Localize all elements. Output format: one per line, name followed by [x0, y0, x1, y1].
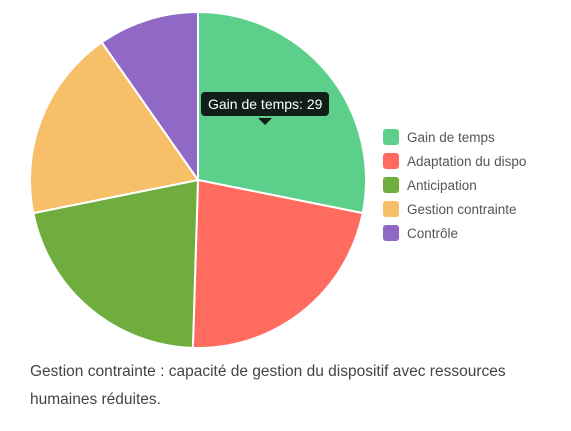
pie-slice-adaptation-du-dispo[interactable]: [191, 178, 364, 349]
legend-item-anticipation[interactable]: Anticipation: [383, 173, 526, 197]
legend-swatch: [383, 201, 399, 217]
legend-swatch: [383, 177, 399, 193]
legend-item-controle[interactable]: Contrôle: [383, 221, 526, 245]
chart-caption: Gestion contrainte : capacité de gestion…: [30, 363, 506, 408]
tooltip-arrow: [258, 118, 272, 125]
legend-item-gain-de-temps[interactable]: Gain de temps: [383, 125, 526, 149]
legend-label: Adaptation du dispo: [407, 153, 527, 169]
legend-label: Gain de temps: [407, 129, 495, 145]
pie-chart: [29, 10, 367, 349]
legend-label: Gestion contrainte: [407, 201, 517, 217]
legend: Gain de temps Adaptation du dispo Antici…: [383, 125, 526, 245]
tooltip: Gain de temps: 29: [201, 92, 330, 116]
legend-item-adaptation-du-dispo[interactable]: Adaptation du dispo: [383, 149, 526, 173]
legend-label: Contrôle: [407, 225, 459, 241]
pie-slice-anticipation[interactable]: [32, 178, 200, 349]
legend-item-gestion-contrainte[interactable]: Gestion contrainte: [383, 197, 526, 221]
legend-label: Anticipation: [407, 177, 477, 193]
legend-swatch: [383, 225, 399, 241]
legend-swatch: [383, 153, 399, 169]
pie-slice-controle[interactable]: [100, 10, 199, 184]
legend-swatch: [383, 129, 399, 145]
pie-slice-gestion-contrainte[interactable]: [29, 40, 200, 215]
